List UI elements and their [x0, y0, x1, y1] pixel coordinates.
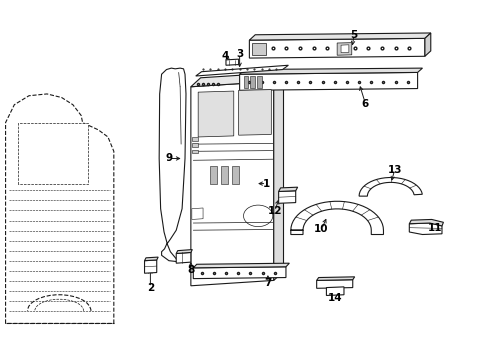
Text: 2: 2 [146, 283, 154, 293]
Polygon shape [249, 33, 430, 40]
Polygon shape [176, 249, 192, 253]
Polygon shape [239, 72, 417, 90]
Text: 6: 6 [361, 99, 368, 109]
Polygon shape [249, 39, 424, 58]
Text: 5: 5 [350, 30, 357, 40]
Text: 9: 9 [165, 153, 172, 163]
Polygon shape [316, 280, 352, 288]
Text: 7: 7 [264, 278, 271, 288]
Polygon shape [190, 81, 273, 286]
Polygon shape [290, 201, 383, 234]
Polygon shape [278, 191, 295, 203]
Polygon shape [144, 257, 158, 261]
Polygon shape [257, 76, 262, 88]
Polygon shape [5, 94, 114, 323]
Text: 10: 10 [314, 225, 328, 234]
Text: 14: 14 [327, 293, 341, 303]
Polygon shape [18, 123, 88, 184]
Polygon shape [326, 287, 343, 296]
Text: 11: 11 [427, 224, 441, 233]
Polygon shape [243, 76, 248, 88]
Polygon shape [231, 166, 238, 184]
Polygon shape [190, 72, 283, 87]
Text: 8: 8 [187, 265, 194, 275]
Polygon shape [221, 166, 227, 184]
Polygon shape [210, 166, 217, 184]
Polygon shape [316, 277, 354, 280]
Text: 4: 4 [221, 51, 228, 61]
Polygon shape [250, 76, 255, 88]
Polygon shape [408, 220, 443, 226]
Polygon shape [198, 91, 233, 137]
Polygon shape [251, 43, 266, 55]
Text: 12: 12 [267, 206, 282, 216]
Polygon shape [358, 177, 422, 196]
Polygon shape [278, 187, 297, 192]
Polygon shape [193, 267, 285, 279]
Polygon shape [191, 137, 197, 140]
Polygon shape [159, 68, 185, 262]
Polygon shape [238, 90, 271, 135]
Polygon shape [408, 223, 441, 234]
Polygon shape [191, 143, 197, 147]
Polygon shape [144, 260, 157, 273]
Polygon shape [336, 42, 351, 55]
Polygon shape [273, 72, 283, 280]
Polygon shape [191, 150, 197, 153]
Polygon shape [340, 45, 348, 53]
Text: 13: 13 [386, 165, 401, 175]
Polygon shape [424, 33, 430, 56]
Polygon shape [239, 68, 422, 74]
Polygon shape [225, 59, 238, 65]
Polygon shape [191, 208, 203, 220]
Polygon shape [176, 252, 190, 263]
Text: 1: 1 [262, 179, 269, 189]
Polygon shape [195, 65, 288, 76]
Polygon shape [193, 263, 289, 268]
Text: 3: 3 [236, 49, 243, 59]
